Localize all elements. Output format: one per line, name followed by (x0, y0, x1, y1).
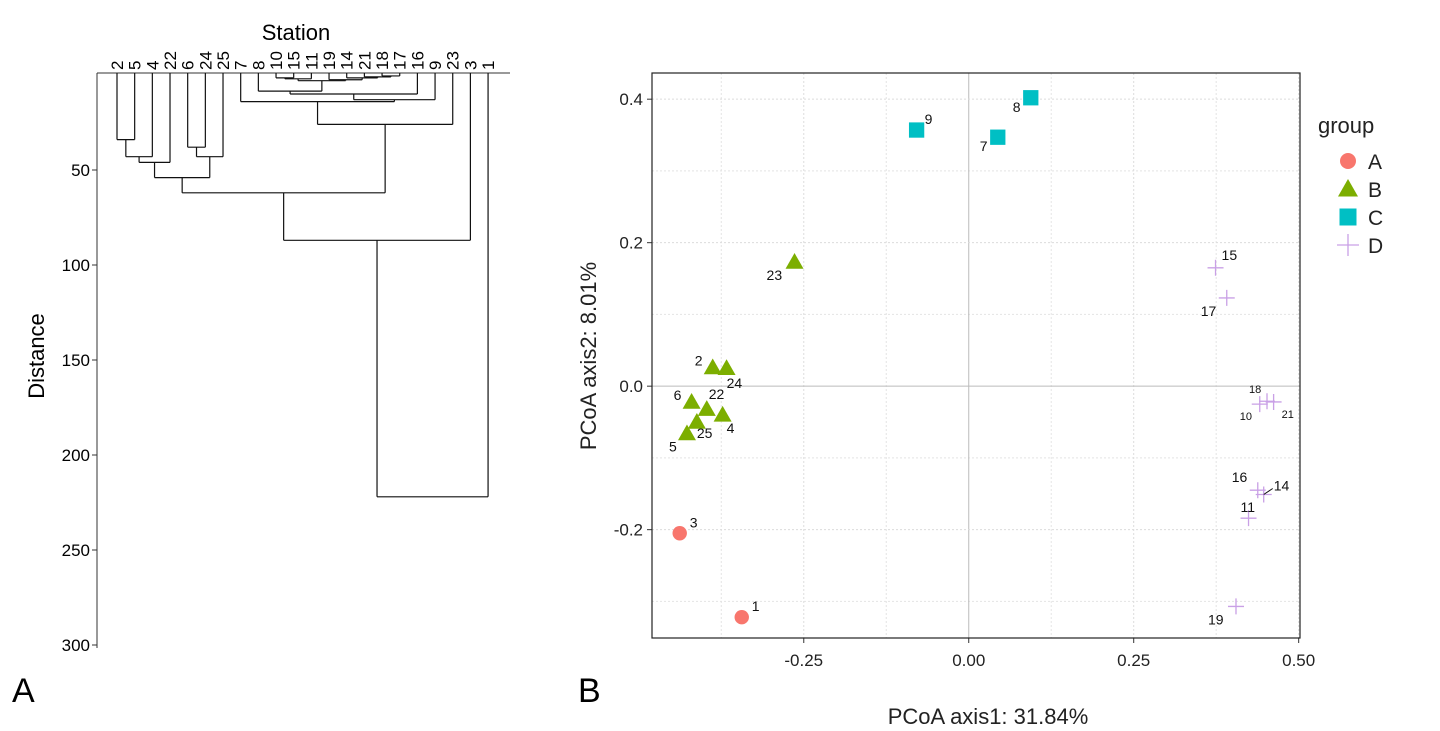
leaf-label: 6 (179, 61, 198, 70)
legend-key-B (1338, 179, 1358, 197)
y-tick-label: 0.4 (619, 90, 643, 109)
leaf-label: 10 (267, 51, 286, 70)
y-tick-label: 150 (62, 351, 90, 370)
leaf-label: 22 (161, 51, 180, 70)
point-B (682, 392, 701, 409)
legend-key-A (1340, 153, 1356, 169)
leaf-label: 25 (214, 51, 233, 70)
point-label: 2 (695, 353, 703, 369)
point-D (1240, 510, 1257, 527)
x-tick-label: -0.25 (784, 651, 823, 670)
leaf-label: 19 (320, 51, 339, 70)
point-C (1023, 90, 1039, 106)
leaf-label: 24 (196, 51, 215, 70)
leaf-label: 18 (373, 51, 392, 70)
y-tick-label: 300 (62, 636, 90, 655)
point-label: 3 (690, 514, 698, 530)
leaf-label: 17 (391, 51, 410, 70)
y-tick-label: 50 (71, 161, 90, 180)
y-tick-label: 0.2 (619, 234, 643, 253)
point-label: 6 (674, 387, 682, 403)
leaf-label: 21 (355, 51, 374, 70)
x-axis-title: PCoA axis1: 31.84% (888, 704, 1089, 729)
point-B (703, 358, 722, 375)
dendrogram-title: Station (262, 20, 331, 45)
point-label: 24 (727, 375, 743, 391)
leaf-label: 3 (461, 61, 480, 70)
leaf-label: 11 (302, 52, 321, 70)
point-label: 16 (1232, 469, 1248, 485)
leaf-label: 4 (143, 61, 162, 70)
leaf-label: 16 (408, 51, 427, 70)
dendrogram-y-axis-title: Distance (24, 313, 49, 399)
point-label: 23 (767, 267, 783, 283)
legend-title: group (1318, 113, 1374, 138)
point-B (713, 405, 732, 422)
point-D (1251, 396, 1268, 413)
y-tick-label: 200 (62, 446, 90, 465)
point-D (1259, 393, 1276, 410)
leaf-label: 23 (444, 51, 463, 70)
point-label: 19 (1208, 611, 1224, 627)
leaf-label: 14 (338, 51, 357, 70)
point-label: 22 (709, 386, 725, 402)
legend-label: C (1368, 207, 1383, 230)
leaf-label: 7 (232, 61, 251, 70)
legend-label: D (1368, 235, 1383, 258)
x-tick-label: 0.50 (1282, 651, 1315, 670)
x-tick-label: 0.00 (952, 651, 985, 670)
y-axis-title: PCoA axis2: 8.01% (576, 262, 601, 450)
legend-key-C (1339, 208, 1357, 226)
point-B (717, 359, 736, 375)
point-D (1265, 393, 1282, 410)
point-label: 8 (1013, 99, 1021, 115)
point-label: 15 (1222, 247, 1238, 263)
y-tick-label: 100 (62, 256, 90, 275)
dendrogram-panel: Station Distance 50100150200250300254226… (24, 20, 510, 655)
point-B (687, 413, 706, 429)
leaf-label: 1 (479, 61, 498, 70)
point-B (697, 400, 716, 416)
y-tick-label: 0.0 (619, 377, 643, 396)
pcoa-scatter-panel: PCoA axis1: 31.84% PCoA axis2: 8.01% -0.… (576, 72, 1383, 729)
point-D (1227, 598, 1244, 615)
y-tick-label: 250 (62, 541, 90, 560)
point-D (1207, 259, 1224, 276)
point-label: 7 (980, 138, 988, 154)
y-tick-label: -0.2 (614, 521, 643, 540)
point-A (734, 609, 749, 625)
point-C (908, 122, 925, 138)
point-D (1218, 289, 1235, 306)
plot-border (651, 72, 1301, 639)
point-label: 10 (1240, 411, 1252, 423)
legend-label: B (1368, 179, 1382, 202)
point-label: 5 (669, 439, 677, 455)
leaf-label: 5 (126, 61, 145, 70)
label-leader-line (1263, 488, 1273, 495)
point-label: 4 (727, 420, 735, 436)
leaf-label: 9 (426, 61, 445, 70)
point-label: 14 (1274, 478, 1290, 494)
point-label: 25 (697, 425, 713, 441)
legend-key-D (1337, 234, 1359, 256)
panel-label-a: A (12, 672, 35, 710)
point-label: 11 (1241, 499, 1256, 515)
point-A (672, 526, 687, 541)
legend-label: A (1368, 151, 1382, 174)
leaf-label: 2 (108, 61, 127, 70)
point-label: 21 (1282, 409, 1294, 421)
panel-label-b: B (578, 672, 601, 710)
x-tick-label: 0.25 (1117, 651, 1150, 670)
point-label: 17 (1201, 303, 1217, 319)
point-label: 1 (752, 598, 760, 614)
point-C (990, 129, 1006, 145)
leaf-label: 8 (249, 61, 268, 70)
point-label: 9 (925, 111, 933, 127)
leaf-label: 15 (285, 51, 304, 70)
point-B (785, 253, 804, 269)
point-B (677, 424, 696, 441)
point-label: 18 (1249, 384, 1261, 396)
